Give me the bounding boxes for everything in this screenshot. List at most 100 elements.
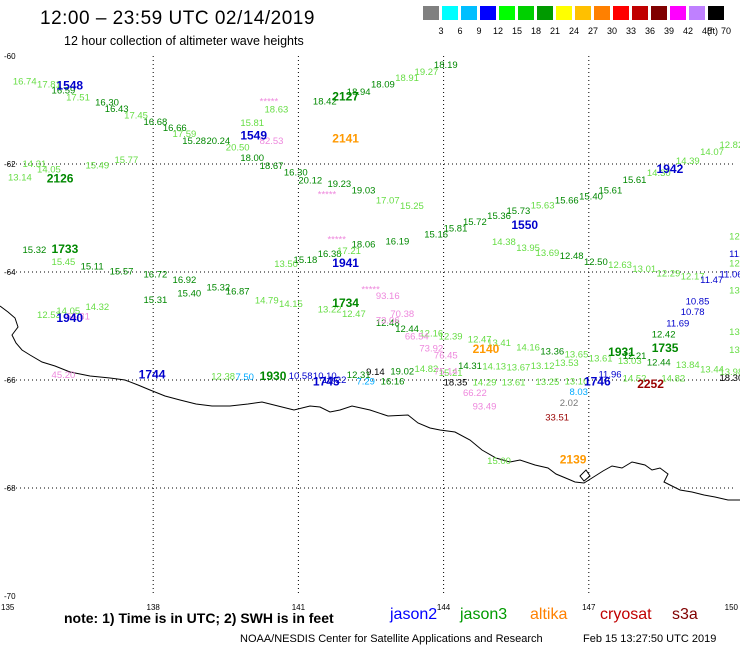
swh-value: 73.06: [376, 315, 400, 326]
swh-value: 12.21: [623, 351, 647, 362]
swh-value: 13.67: [507, 362, 531, 373]
swh-value: 13.01: [729, 286, 740, 297]
island-outline: [579, 469, 591, 482]
swh-value: 15.00: [487, 456, 511, 467]
swh-value: 12.44: [647, 357, 671, 368]
y-tick-label: -68: [4, 484, 16, 493]
colorbar-swatch: [480, 6, 496, 20]
y-tick-label: -70: [4, 592, 16, 601]
swh-value: 15.16: [424, 229, 448, 240]
swh-value: 13.61: [589, 354, 613, 365]
swh-value: 15.57: [110, 267, 134, 278]
swh-value: 19.27: [415, 67, 439, 78]
colorbar-swatch: [613, 6, 629, 20]
swh-value: 12.17: [681, 272, 705, 283]
swh-value: 15.21: [439, 368, 463, 379]
swh-value: 12.42: [652, 329, 676, 340]
x-tick-label: 138: [147, 603, 161, 612]
swh-value: 13.01: [632, 264, 656, 275]
swh-value: 10.58: [289, 371, 313, 382]
swh-value: 15.81: [240, 118, 264, 129]
swh-value: 15.32: [23, 245, 47, 256]
swh-value: 17.45: [124, 111, 148, 122]
colorbar-label: 36: [644, 26, 655, 36]
swh-value: 14.38: [492, 237, 516, 248]
swh-value: 10.78: [681, 307, 705, 318]
swh-value: 15.40: [177, 288, 201, 299]
swh-value: 10.22: [323, 375, 347, 386]
colorbar-swatch: [708, 6, 724, 20]
pass-time-label: 1745: [313, 374, 340, 388]
swh-value: 16.66: [163, 123, 187, 134]
colorbar-label: 70: [720, 26, 731, 36]
swh-value: 12.16: [419, 328, 443, 339]
pass-time-label: 1941: [332, 256, 359, 270]
swh-value: 19.23: [327, 179, 351, 190]
swh-value: 15.63: [531, 200, 555, 211]
swh-value: 14.05: [56, 306, 80, 317]
swh-value: 93.16: [376, 291, 400, 302]
swh-value: 10.10: [313, 371, 337, 382]
swh-value: 14.16: [516, 342, 540, 353]
swh-value: 76.45: [434, 350, 458, 361]
pass-time-label: 1940: [56, 311, 83, 325]
swh-value: 14.15: [279, 299, 303, 310]
swh-value: 13.50: [274, 259, 298, 270]
swh-value: 13.52: [729, 327, 740, 338]
swh-value: 13.22: [318, 305, 342, 316]
swh-value: 15.49: [85, 160, 109, 171]
colorbar-swatch: [518, 6, 534, 20]
swh-value: 12.29: [657, 268, 681, 279]
colorbar-label: 42: [682, 26, 693, 36]
swh-value: 15.40: [579, 192, 603, 203]
colorbar-label: 3: [438, 26, 444, 36]
swh-value: 17.81: [37, 79, 61, 90]
swh-value: 12.82: [719, 140, 740, 151]
generated-time: Feb 15 13:27:50 UTC 2019: [583, 633, 717, 645]
swh-value: 7.29: [356, 376, 375, 387]
colorbar-swatch: [461, 6, 477, 20]
swh-value: *****: [318, 189, 337, 200]
colorbar-label: 6: [457, 26, 463, 36]
swh-value: 13.82: [729, 345, 740, 356]
swh-value: 16.38: [318, 249, 342, 260]
swh-value: 12.39: [439, 332, 463, 343]
swh-value: *****: [260, 97, 279, 108]
colorbar-swatch: [537, 6, 553, 20]
colorbar-swatch: [670, 6, 686, 20]
swh-value: 15.18: [294, 255, 318, 266]
swh-value: 13.03: [618, 356, 642, 367]
credit-line: NOAA/NESDIS Center for Satellite Applica…: [240, 633, 543, 645]
swh-value: *****: [361, 285, 380, 296]
colorbar-label: 45: [701, 26, 712, 36]
colorbar-swatch: [651, 6, 667, 20]
pass-time-label: 1942: [657, 162, 684, 176]
swh-value: 17.59: [173, 129, 197, 140]
colorbar-label: 30: [606, 26, 617, 36]
swh-value: 16.30: [284, 167, 308, 178]
antarctic-coastline: [0, 305, 740, 501]
swh-value: 19.03: [352, 186, 376, 197]
swh-value: 11.96: [598, 369, 621, 380]
colorbar-swatch: [442, 6, 458, 20]
pass-time-label: 1930: [260, 369, 287, 383]
colorbar-swatch: [632, 6, 648, 20]
pass-time-label: 1931: [608, 345, 635, 359]
legend-jason3: jason3: [460, 606, 508, 623]
swh-value: 18.67: [260, 161, 284, 172]
swh-value: 15.61: [623, 175, 647, 186]
swh-value: 13.14: [8, 173, 32, 184]
swh-value: 11.69: [666, 319, 689, 330]
colorbar-label: 9: [476, 26, 482, 36]
swh-value: 66.54: [405, 332, 429, 343]
x-tick-label: 144: [437, 603, 451, 612]
colorbar-label: 27: [587, 26, 598, 36]
swh-value: 70.38: [390, 309, 414, 320]
swh-value: 14.79: [255, 295, 279, 306]
swh-value: 20.12: [298, 175, 322, 186]
swh-value: 14.82: [661, 374, 685, 385]
colorbar-label: 39: [663, 26, 674, 36]
swh-value: 13.53: [555, 358, 579, 369]
pass-time-label: 1746: [584, 374, 611, 388]
swh-value: 11.47: [700, 275, 723, 286]
